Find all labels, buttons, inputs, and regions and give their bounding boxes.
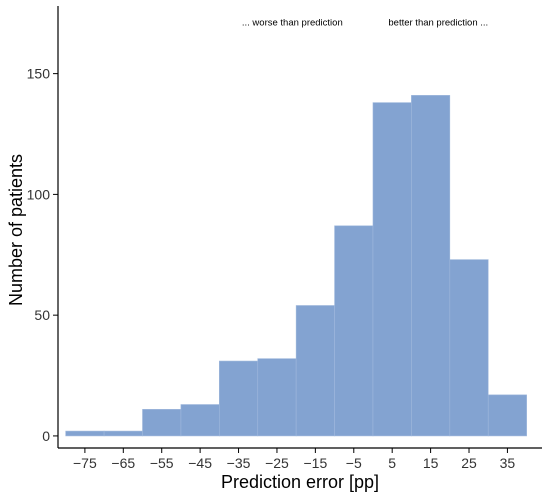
x-tick-label: 35 — [500, 455, 516, 471]
histogram-bar — [180, 404, 220, 437]
histogram-bar — [295, 305, 335, 437]
annotation-label: ... worse than prediction — [242, 17, 343, 28]
y-tick-label: 100 — [27, 186, 51, 202]
x-tick-label: 25 — [461, 455, 477, 471]
x-tick-label: −75 — [73, 455, 97, 471]
histogram-bar — [334, 225, 374, 437]
x-ticks-group: −75 −65 −55 −45 −35 −25 −15 −5 5 15 25 35 — [73, 448, 515, 471]
x-tick-label: −25 — [265, 455, 289, 471]
histogram-bar — [142, 409, 182, 437]
annotation-label: better than prediction ... — [388, 17, 488, 28]
x-tick-label: 15 — [423, 455, 439, 471]
histogram-bar — [219, 360, 259, 437]
y-tick-label: 0 — [42, 428, 50, 444]
y-ticks-group: 0 50 100 150 — [27, 66, 58, 444]
x-tick-label: −55 — [150, 455, 174, 471]
y-axis-title: Number of patients — [6, 154, 26, 306]
histogram-bar — [103, 430, 143, 437]
histogram-bar — [65, 430, 105, 437]
y-tick-label: 50 — [34, 307, 50, 323]
x-tick-label: −15 — [303, 455, 327, 471]
histogram-bar — [411, 95, 451, 437]
histogram-bar — [257, 358, 297, 437]
annotations-group: ... worse than prediction better than pre… — [242, 17, 488, 28]
histogram-bar — [487, 394, 527, 437]
x-axis-title: Prediction error [pp] — [221, 472, 379, 492]
histogram-bar — [449, 259, 489, 437]
x-tick-label: 5 — [388, 455, 396, 471]
bars-group — [65, 95, 527, 437]
y-tick-label: 150 — [27, 66, 51, 82]
x-tick-label: −65 — [111, 455, 135, 471]
x-tick-label: −35 — [227, 455, 251, 471]
x-tick-label: −45 — [188, 455, 212, 471]
histogram-bar — [372, 102, 412, 437]
x-tick-label: −5 — [346, 455, 362, 471]
